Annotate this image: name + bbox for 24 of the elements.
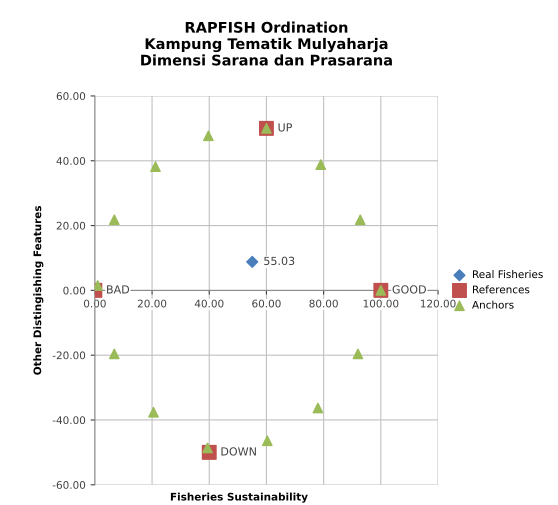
annotation: 55.03: [264, 256, 294, 266]
annotation: BAD: [107, 285, 130, 294]
y-tick-label: 60.00: [56, 92, 86, 100]
legend-label: Anchors: [472, 300, 514, 309]
y-tick-label: 0.00: [63, 286, 86, 294]
y-tick-label: -40.00: [52, 416, 86, 424]
y-tick-label: 40.00: [56, 156, 86, 165]
annotation: UP: [278, 123, 292, 132]
legend-label: References: [473, 285, 530, 294]
x-tick-label: 20.00: [138, 300, 166, 308]
legend-label: Real Fisheries: [473, 270, 543, 278]
y-tick-label: 20.00: [56, 222, 86, 230]
annotation: GOOD: [392, 285, 426, 294]
x-tick-label: 80.00: [309, 300, 338, 308]
x-axis-title: Fisheries Sustainability: [170, 492, 308, 503]
y-tick-label: -60.00: [52, 481, 86, 489]
y-axis-title: Other Distingishing Features: [33, 206, 44, 375]
x-tick-label: 120.00: [420, 300, 456, 308]
y-tick-label: -20.00: [52, 351, 86, 360]
x-tick-label: 100.00: [364, 300, 398, 308]
x-tick-label: 60.00: [252, 300, 281, 308]
x-tick-label: 40.00: [194, 300, 224, 308]
annotation: DOWN: [221, 447, 256, 456]
chart-title: RAPFISH Ordination Kampung Tematik Mulyaharja Dimensi Sarana dan Prasarana: [141, 22, 392, 66]
